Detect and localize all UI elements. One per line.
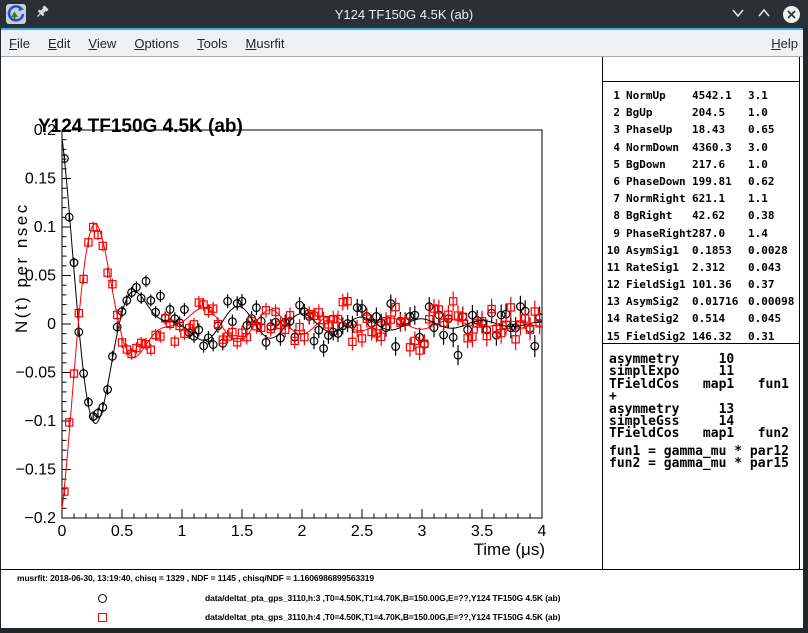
window-title: Y124 TF150G 4.5K (ab) (334, 6, 474, 22)
legend-entry: data/deltat_pta_gps_3110,h:4 ,T0=4.50K,T… (0, 612, 803, 632)
svg-text:0.1: 0.1 (34, 219, 56, 236)
fit-parameter-row: 3 PhaseUp 18.43 0.65 (613, 123, 775, 137)
svg-text:0.5: 0.5 (111, 523, 133, 540)
svg-text:−0.2: −0.2 (24, 510, 56, 527)
plot-title: Y124 TF150G 4.5K (ab) (38, 116, 243, 137)
theory-block: asymmetry 10 simplExpo 11 TFieldCos map1… (609, 352, 790, 442)
svg-text:0.05: 0.05 (25, 268, 56, 285)
fit-parameter-row: 6 PhaseDown 199.81 0.62 (613, 174, 775, 188)
stats-theory-divider (602, 343, 800, 344)
svg-text:−0.05: −0.05 (16, 365, 57, 382)
fit-parameter-row: 4 NormDown 4360.3 3.0 (613, 140, 768, 154)
panel-divider-right (799, 57, 800, 569)
legend-label: data/deltat_pta_gps_3110,h:4 ,T0=4.50K,T… (205, 612, 561, 622)
series-circles (62, 153, 542, 422)
legend-square-marker (98, 613, 107, 622)
fit-parameter-row: 1 NormUp 4542.1 3.1 (613, 89, 768, 102)
fit-parameter-row: 15 FieldSig2 146.32 0.31 (606, 329, 775, 343)
stats-rows: 1 NormUp 4542.1 3.1 2 BgUp 204.5 1.0 3 PhaseUp 18.… (602, 87, 799, 345)
y-axis-title: N(t) per nsec (12, 202, 31, 333)
series-squares (62, 221, 542, 497)
svg-text:0.15: 0.15 (25, 171, 56, 188)
x-axis-title: Time (μs) (474, 540, 546, 559)
fit-info-line: musrfit: 2018-06-30, 13:19:40, chisq = 1… (17, 573, 375, 583)
data-series (62, 137, 542, 509)
svg-text:−0.1: −0.1 (24, 413, 56, 430)
fit-parameter-row: 5 BgDown 217.6 1.0 (613, 157, 768, 171)
legend-circle-marker (98, 594, 107, 603)
window-border-left (0, 28, 1, 633)
menu-edit[interactable]: Edit (47, 35, 71, 51)
svg-text:3.5: 3.5 (471, 523, 493, 540)
fit-parameter-row: 2 BgUp 204.5 1.0 (613, 106, 768, 120)
window-border-right[interactable] (803, 28, 808, 633)
fit-parameter-row: 10 AsymSig1 0.1853 0.0028 (606, 243, 788, 257)
svg-text:0: 0 (58, 523, 67, 540)
axis-ticks (61, 129, 543, 519)
titlebar-accent-line (0, 28, 808, 30)
menu-view[interactable]: View (88, 35, 117, 51)
main-plot[interactable]: 0 0.5 1 1.5 2 2.5 3 3.5 4 0.2 0.15 0.1 0.05 0 −0.05 −0.… (0, 57, 602, 569)
menu-file[interactable]: File (9, 35, 30, 51)
fit-parameters-box: 1 NormUp 4542.1 3.1 2 BgUp 204.5 1.0 3 PhaseUp 18.… (602, 81, 799, 343)
fit-parameter-row: 8 BgRight 42.62 0.38 (613, 209, 775, 223)
footer-divider (0, 569, 803, 570)
fun-block: fun1 = gamma_mu * par12 fun2 = gamma_mu … (609, 444, 790, 472)
svg-text:2: 2 (298, 523, 307, 540)
legend-entry: data/deltat_pta_gps_3110,h:3 ,T0=4.50K,T… (0, 593, 803, 613)
root-canvas[interactable]: Y124 TF150G 4.5K (ab) (0, 57, 803, 628)
svg-text:1: 1 (178, 523, 187, 540)
legend-label: data/deltat_pta_gps_3110,h:3 ,T0=4.50K,T… (205, 593, 561, 603)
shade-button[interactable] (731, 5, 745, 23)
menu-items: File Edit View Options Tools Musrfit (0, 36, 294, 51)
close-button[interactable] (783, 5, 800, 23)
root-app-icon[interactable] (6, 4, 26, 24)
menubar: File Edit View Options Tools Musrfit Help (0, 30, 807, 57)
fit-parameter-row: 13 AsymSig2 0.01716 0.00098 (606, 295, 795, 309)
menu-musrfit[interactable]: Musrfit (245, 35, 285, 51)
svg-text:2.5: 2.5 (351, 523, 373, 540)
svg-text:3: 3 (418, 523, 427, 540)
fit-parameter-row: 7 NormRight 621.1 1.1 (613, 192, 768, 206)
svg-text:4: 4 (538, 523, 547, 540)
stats-box-top-border (602, 81, 800, 82)
svg-text:0: 0 (47, 316, 56, 333)
fit-curve (62, 223, 542, 509)
svg-text:0.2: 0.2 (34, 122, 56, 139)
menu-help[interactable]: Help (771, 35, 798, 51)
panel-divider-left (602, 57, 603, 569)
fit-curve (62, 137, 542, 425)
fit-parameter-row: 14 RateSig2 0.514 0.045 (606, 312, 782, 326)
pin-icon[interactable] (34, 4, 50, 25)
window-border-bottom[interactable] (0, 628, 808, 633)
menu-options[interactable]: Options (134, 35, 180, 51)
keep-above-button[interactable] (757, 5, 771, 23)
titlebar[interactable]: Y124 TF150G 4.5K (ab) (0, 0, 808, 28)
svg-text:1.5: 1.5 (231, 523, 253, 540)
svg-text:−0.15: −0.15 (16, 462, 57, 479)
fit-parameter-row: 12 FieldSig1 101.36 0.37 (606, 278, 775, 292)
axis-tick-labels: 0 0.5 1 1.5 2 2.5 3 3.5 4 0.2 0.15 0.1 0.05 0 −0.05 −0.… (16, 122, 547, 540)
fit-parameter-row: 9 PhaseRight 287.0 1.4 (613, 226, 768, 240)
menu-tools[interactable]: Tools (197, 35, 228, 51)
fit-parameter-row: 11 RateSig1 2.312 0.043 (606, 260, 782, 274)
